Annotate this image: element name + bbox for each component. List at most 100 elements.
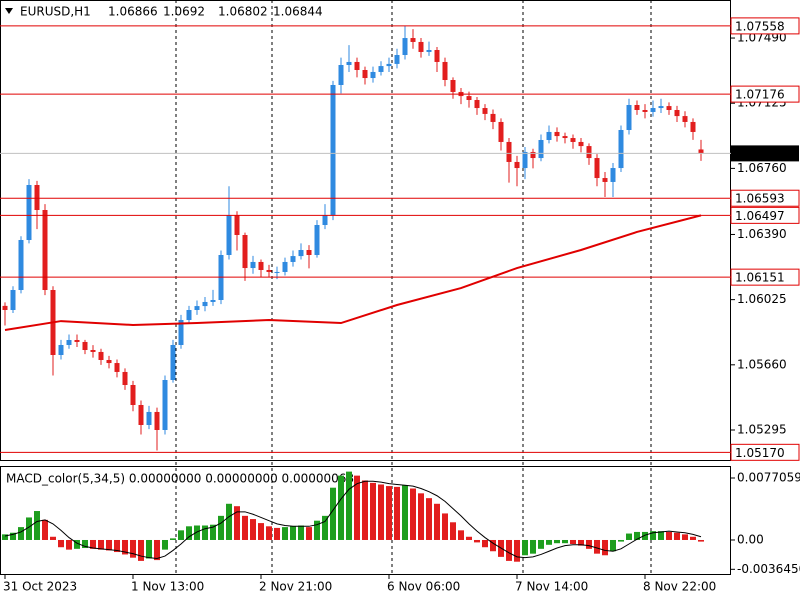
macd-bar [402,485,408,540]
candle-body [586,146,592,159]
macd-bar [330,487,336,540]
macd-bar [42,519,48,540]
candle-body [146,411,152,425]
macd-bar [242,515,248,540]
macd-bar [554,539,560,544]
macd-bar [474,539,480,543]
current-price-label: 1.06844 [735,147,785,161]
macd-bar [538,539,544,549]
menu-arrow[interactable] [5,8,13,14]
macd-bar [82,539,88,549]
macd-bar [394,486,400,540]
macd-bar [146,539,152,559]
candle-body [538,140,544,159]
macd-bar [490,539,496,552]
candle-body [82,341,88,350]
candle-body [186,310,192,320]
y-tick-label: 1.06760 [737,161,787,175]
macd-bar [458,530,464,540]
candle-body [386,63,392,67]
candle-body [178,320,184,345]
macd-bar [130,539,136,558]
candle-body [554,131,560,137]
level-label-box [730,443,800,461]
candle-body [114,363,120,372]
macd-bar [194,525,200,540]
candle-body [378,66,384,72]
candle-body [90,350,96,352]
candle-body [154,411,160,430]
macd-bar [466,536,472,540]
candle-body [658,106,664,109]
candle-body [634,105,640,110]
candle-body [450,80,456,92]
candle-body [570,138,576,142]
level-label-box [730,17,800,35]
macd-bar [370,482,376,540]
macd-bar [10,532,16,540]
macd-bar [178,530,184,540]
macd-bar [170,538,176,540]
macd-bar [690,536,696,540]
candle-body [98,351,104,360]
y-tick-label: 1.05295 [737,423,787,437]
candle-body [10,290,16,310]
candle-body [418,41,424,52]
candle-body [506,141,512,162]
candle-body [138,405,144,425]
x-tick-label: 6 Nov 06:00 [387,580,460,594]
macd-bar [450,522,456,540]
level-label-box [730,268,800,286]
macd-bar [506,539,512,561]
macd-bar [362,480,368,540]
candle-body [202,301,208,307]
candle-body [522,151,528,169]
y-tick-label: 1.06390 [737,227,787,241]
candle-body [74,340,80,342]
current-price-box [731,145,799,162]
candle-body [562,136,568,139]
macd-bar [570,539,576,545]
macd-bar [226,503,232,540]
macd-bar [250,519,256,540]
macd-title: MACD_color(5,34,5) 0.00000000 0.00000000… [6,472,354,486]
macd-bar [210,524,216,540]
level-label: 1.06497 [735,209,785,223]
candle-body [266,270,272,272]
macd-bar [26,517,32,540]
macd-bar [666,531,672,540]
macd-bar [162,539,168,550]
candle-body [578,141,584,147]
macd-bar [658,531,664,540]
macd-bar [50,536,56,540]
moving-average [4,214,702,331]
macd-bar [74,539,80,549]
candle-body [42,210,48,290]
macd-bar [218,515,224,540]
candle-body [514,161,520,169]
macd-bar [610,539,616,552]
candle-body [66,340,72,345]
candle-body [210,300,216,302]
candle-body [282,261,288,272]
candle-body [394,55,400,64]
macd-bar [34,511,40,540]
candle-body [226,215,232,255]
candle-body [242,235,248,269]
macd-bar [682,534,688,540]
candle-body [106,360,112,364]
symbol-label: EURUSD,H1 [20,5,91,19]
x-tick-label: 2 Nov 21:00 [259,580,332,594]
macd-bar [578,539,584,546]
macd-bar [234,506,240,540]
candle-body [322,215,328,225]
high-value: 1.0692 [163,5,205,19]
level-label: 1.06151 [735,271,785,285]
candle-body [498,121,504,142]
candle-body [426,50,432,52]
candle-body [170,345,176,380]
x-tick-label: 7 Nov 14:00 [515,580,588,594]
low-value: 1.06802 [218,5,268,19]
candle-body [490,113,496,122]
macd-bar [434,503,440,540]
